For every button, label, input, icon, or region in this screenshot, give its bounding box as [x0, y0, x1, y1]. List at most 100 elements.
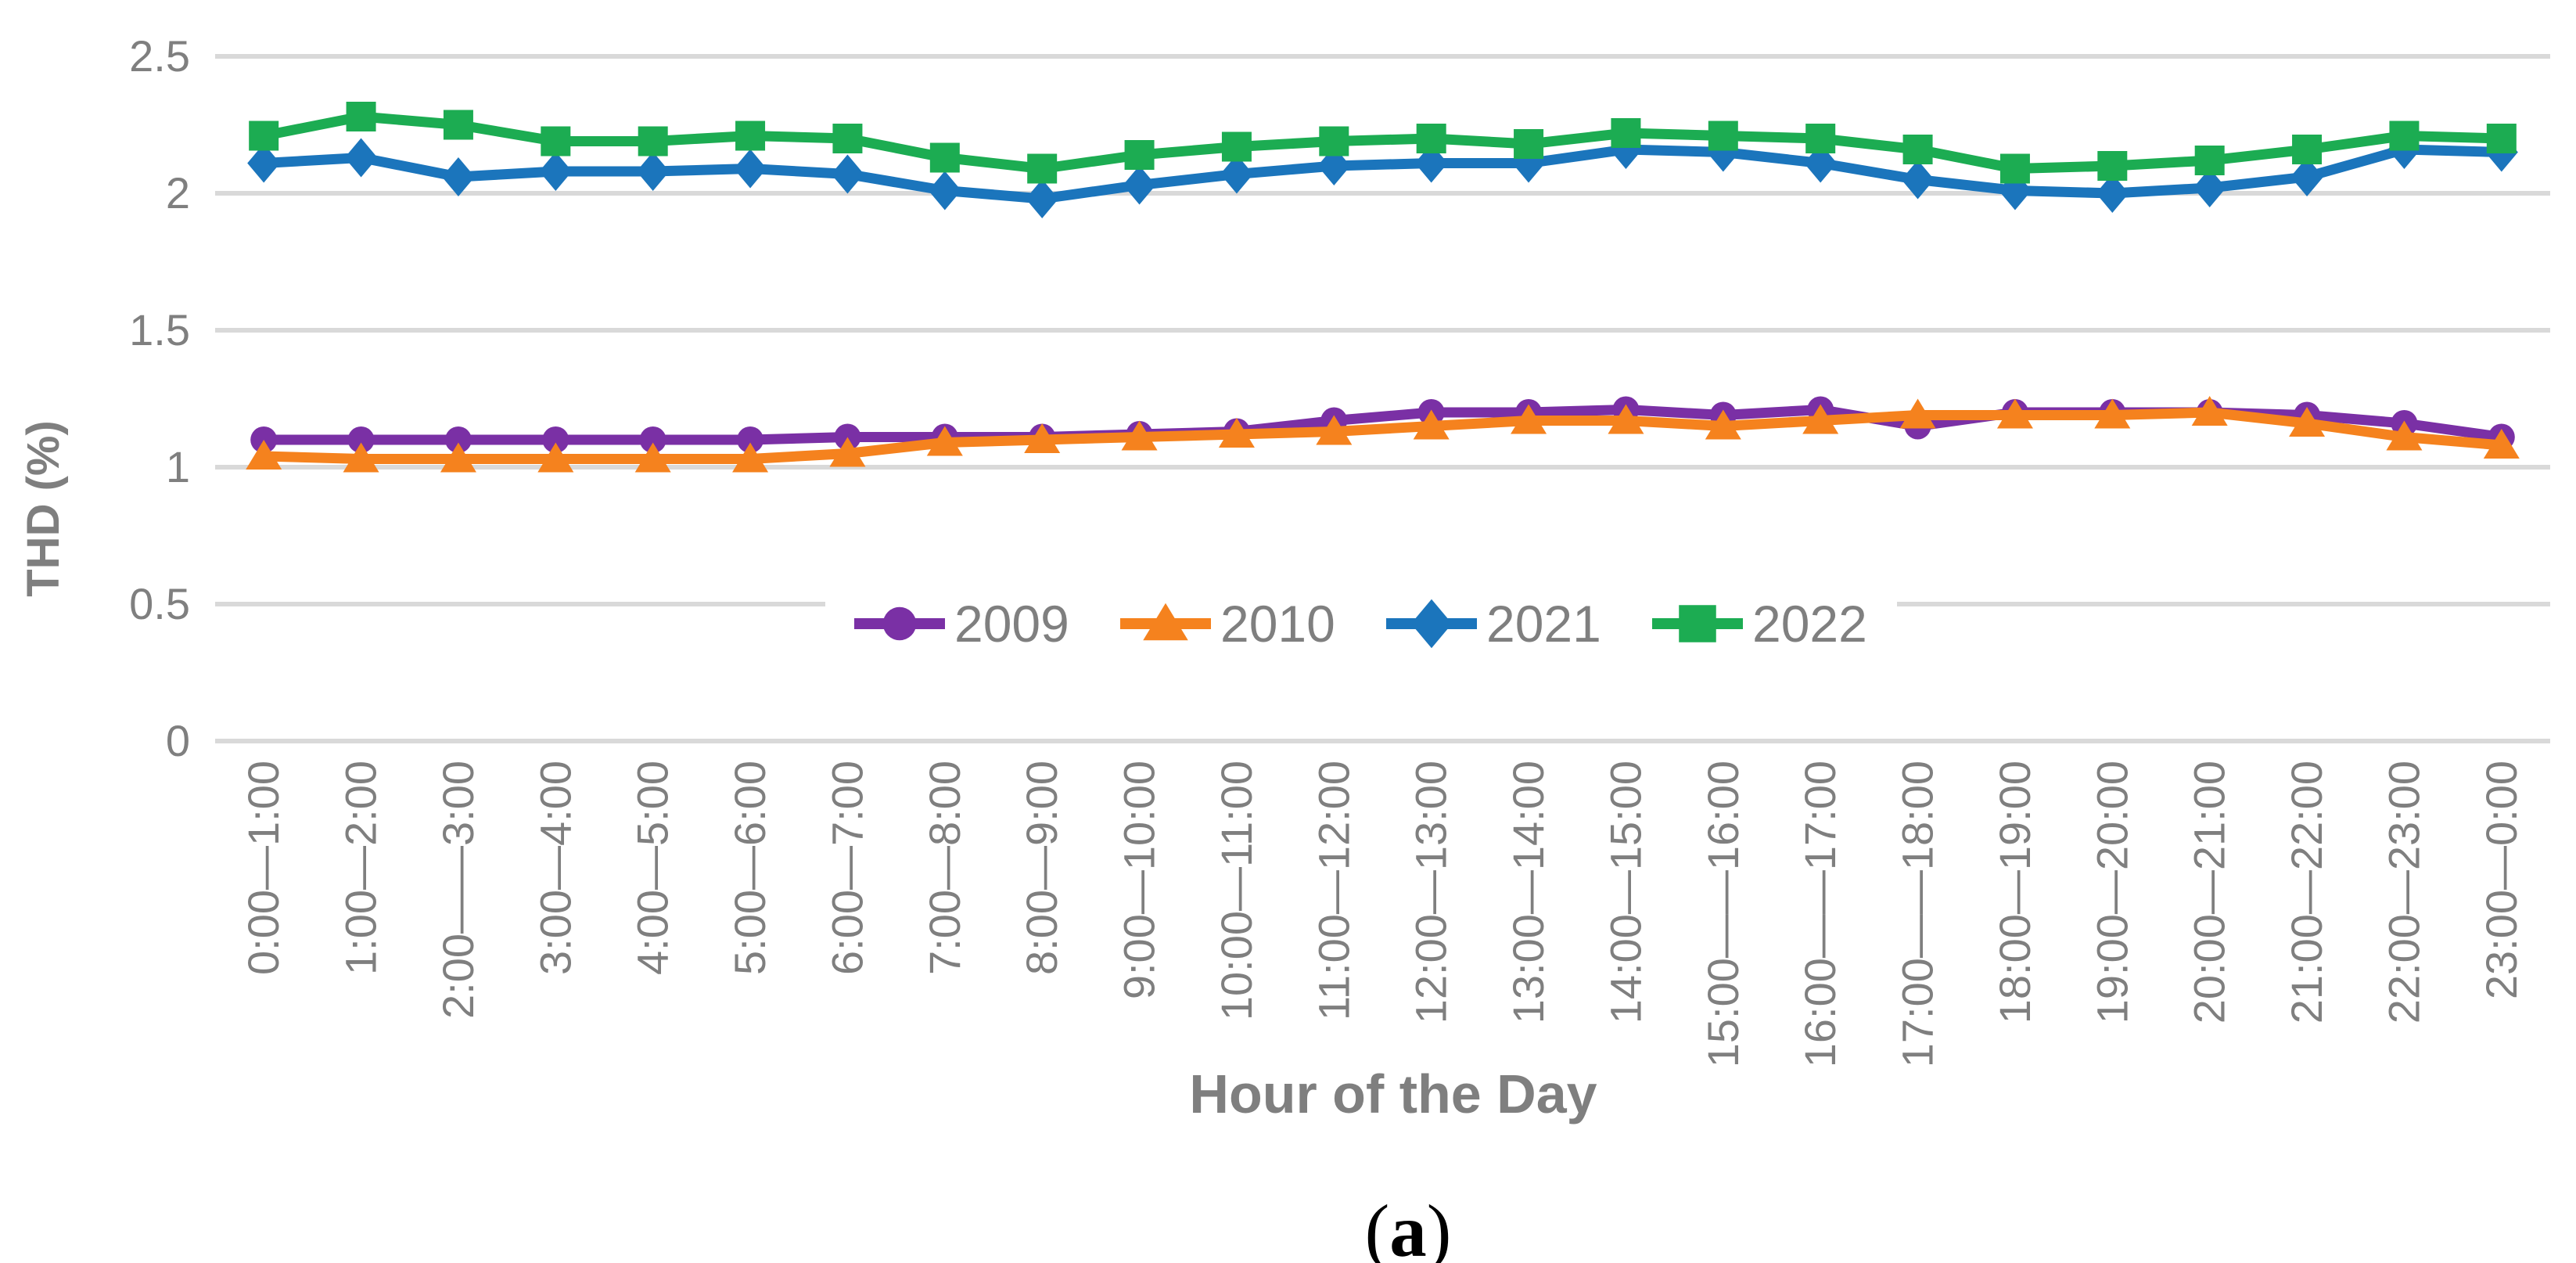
series-2010-point-8 [1024, 423, 1061, 453]
y-tick-label-0: 0 [166, 716, 190, 765]
series-2009-point-5 [737, 426, 764, 453]
x-axis-tick-labels: 0:00—1:00 1:00—2:00 2:00——3:00 3:00—4:00 4:0… [239, 761, 2526, 1067]
series-2010 [246, 396, 2520, 473]
legend-diamond-icon [1410, 599, 1453, 649]
series-2010-point-22 [2386, 420, 2423, 451]
y-axis-title: THD (%) [18, 420, 69, 597]
series-2021-point-4 [636, 152, 670, 191]
series-2022-point-17 [1902, 135, 1933, 164]
x-tick-label: 13:00—14:00 [1504, 761, 1553, 1024]
legend-circle-icon [882, 606, 917, 641]
caption-open-paren: ( [1365, 1189, 1390, 1263]
legend-square-icon [1679, 605, 1716, 642]
x-tick-label: 17:00——18:00 [1893, 761, 1942, 1067]
series-2021-point-20 [2193, 168, 2226, 207]
series-2010-point-13 [1511, 404, 1547, 434]
x-tick-label: 7:00—8:00 [920, 761, 969, 975]
plot-series [246, 102, 2520, 473]
x-tick-label: 15:00——16:00 [1698, 761, 1748, 1067]
x-tick-label: 23:00—0:00 [2477, 761, 2526, 999]
series-2022 [249, 102, 2517, 184]
series-2022-point-8 [1027, 153, 1058, 184]
series-2022-point-5 [735, 121, 766, 151]
series-2022-point-16 [1805, 124, 1836, 153]
series-2022-point-13 [1514, 129, 1544, 159]
series-2021-point-10 [1220, 154, 1253, 194]
x-tick-label: 8:00—9:00 [1017, 761, 1066, 975]
series-2022-point-14 [1611, 118, 1641, 148]
x-tick-label: 20:00—21:00 [2185, 761, 2234, 1024]
series-2021-point-17 [1901, 160, 1935, 200]
x-tick-label: 0:00—1:00 [239, 761, 288, 975]
series-2022-point-0 [249, 121, 279, 151]
series-2010-point-5 [732, 442, 769, 473]
series-2021-point-7 [928, 171, 961, 210]
series-2022-point-12 [1416, 124, 1446, 153]
legend-item-2009: 2009 [854, 595, 1069, 653]
y-tick-label-2.5: 2.5 [129, 31, 190, 81]
legend-triangle-icon [1143, 603, 1188, 641]
x-tick-label: 18:00—19:00 [1990, 761, 2039, 1024]
series-2021-point-8 [1026, 179, 1059, 218]
series-2010-point-14 [1608, 404, 1644, 434]
series-2010-point-12 [1413, 409, 1450, 440]
series-2022-point-18 [1999, 153, 2030, 184]
series-2022-point-11 [1319, 126, 1349, 157]
y-tick-label-2: 2 [166, 168, 190, 218]
series-2010-point-9 [1121, 420, 1158, 451]
series-2021 [247, 130, 2518, 218]
series-2022-point-4 [638, 126, 668, 157]
series-2010-point-1 [343, 442, 379, 473]
x-tick-label: 4:00—5:00 [628, 761, 677, 975]
series-2010-point-20 [2191, 396, 2228, 426]
series-2010-point-0 [246, 440, 282, 470]
series-2022-point-7 [929, 142, 960, 173]
legend-label-2021: 2021 [1486, 595, 1601, 653]
legend-item-2010: 2010 [1120, 595, 1335, 653]
x-tick-label: 6:00—7:00 [822, 761, 871, 975]
series-2010-point-4 [634, 442, 671, 473]
series-2010-point-16 [1802, 404, 1839, 434]
series-2010-line [264, 407, 2502, 464]
series-2022-point-2 [443, 110, 473, 140]
series-2022-point-22 [2389, 121, 2420, 151]
series-2021-point-19 [2096, 174, 2129, 213]
series-2010-point-10 [1218, 418, 1255, 448]
series-2022-point-21 [2292, 135, 2323, 164]
series-2022-point-3 [541, 126, 571, 157]
series-2021-point-0 [247, 143, 281, 183]
series-2009-point-3 [542, 426, 569, 453]
x-tick-label: 9:00—10:00 [1115, 761, 1164, 999]
legend-label-2009: 2009 [954, 595, 1069, 653]
x-tick-label: 19:00—20:00 [2087, 761, 2136, 1024]
series-2021-point-1 [344, 138, 378, 178]
series-2010-point-3 [537, 442, 574, 473]
x-tick-label: 12:00—13:00 [1407, 761, 1456, 1024]
series-2022-point-15 [1708, 121, 1738, 151]
series-2010-point-18 [1996, 398, 2033, 429]
x-tick-label: 5:00—6:00 [725, 761, 774, 975]
legend-label-2010: 2010 [1220, 595, 1335, 653]
x-tick-label: 1:00—2:00 [336, 761, 386, 975]
series-2010-point-17 [1899, 398, 1936, 429]
series-2010-point-7 [926, 426, 963, 456]
y-tick-label-0.5: 0.5 [129, 579, 190, 628]
y-tick-label-1.5: 1.5 [129, 305, 190, 354]
series-2022-point-6 [832, 124, 863, 153]
series-2022-point-20 [2194, 146, 2225, 175]
series-2010-point-2 [440, 442, 476, 473]
series-2021-point-2 [441, 157, 475, 196]
series-2022-point-10 [1221, 131, 1252, 162]
x-tick-label: 11:00—12:00 [1309, 761, 1358, 1020]
series-2009-point-4 [639, 426, 666, 453]
caption-letter: a [1389, 1189, 1427, 1263]
series-2021-point-3 [539, 152, 573, 191]
legend-item-2021: 2021 [1386, 595, 1601, 653]
series-2010-point-21 [2289, 407, 2326, 437]
series-2022-point-19 [2097, 151, 2128, 181]
series-2009-point-1 [347, 426, 375, 453]
figure-caption: (a) [1365, 1189, 1452, 1263]
series-2021-point-21 [2290, 157, 2324, 196]
legend-item-2022: 2022 [1652, 595, 1867, 653]
